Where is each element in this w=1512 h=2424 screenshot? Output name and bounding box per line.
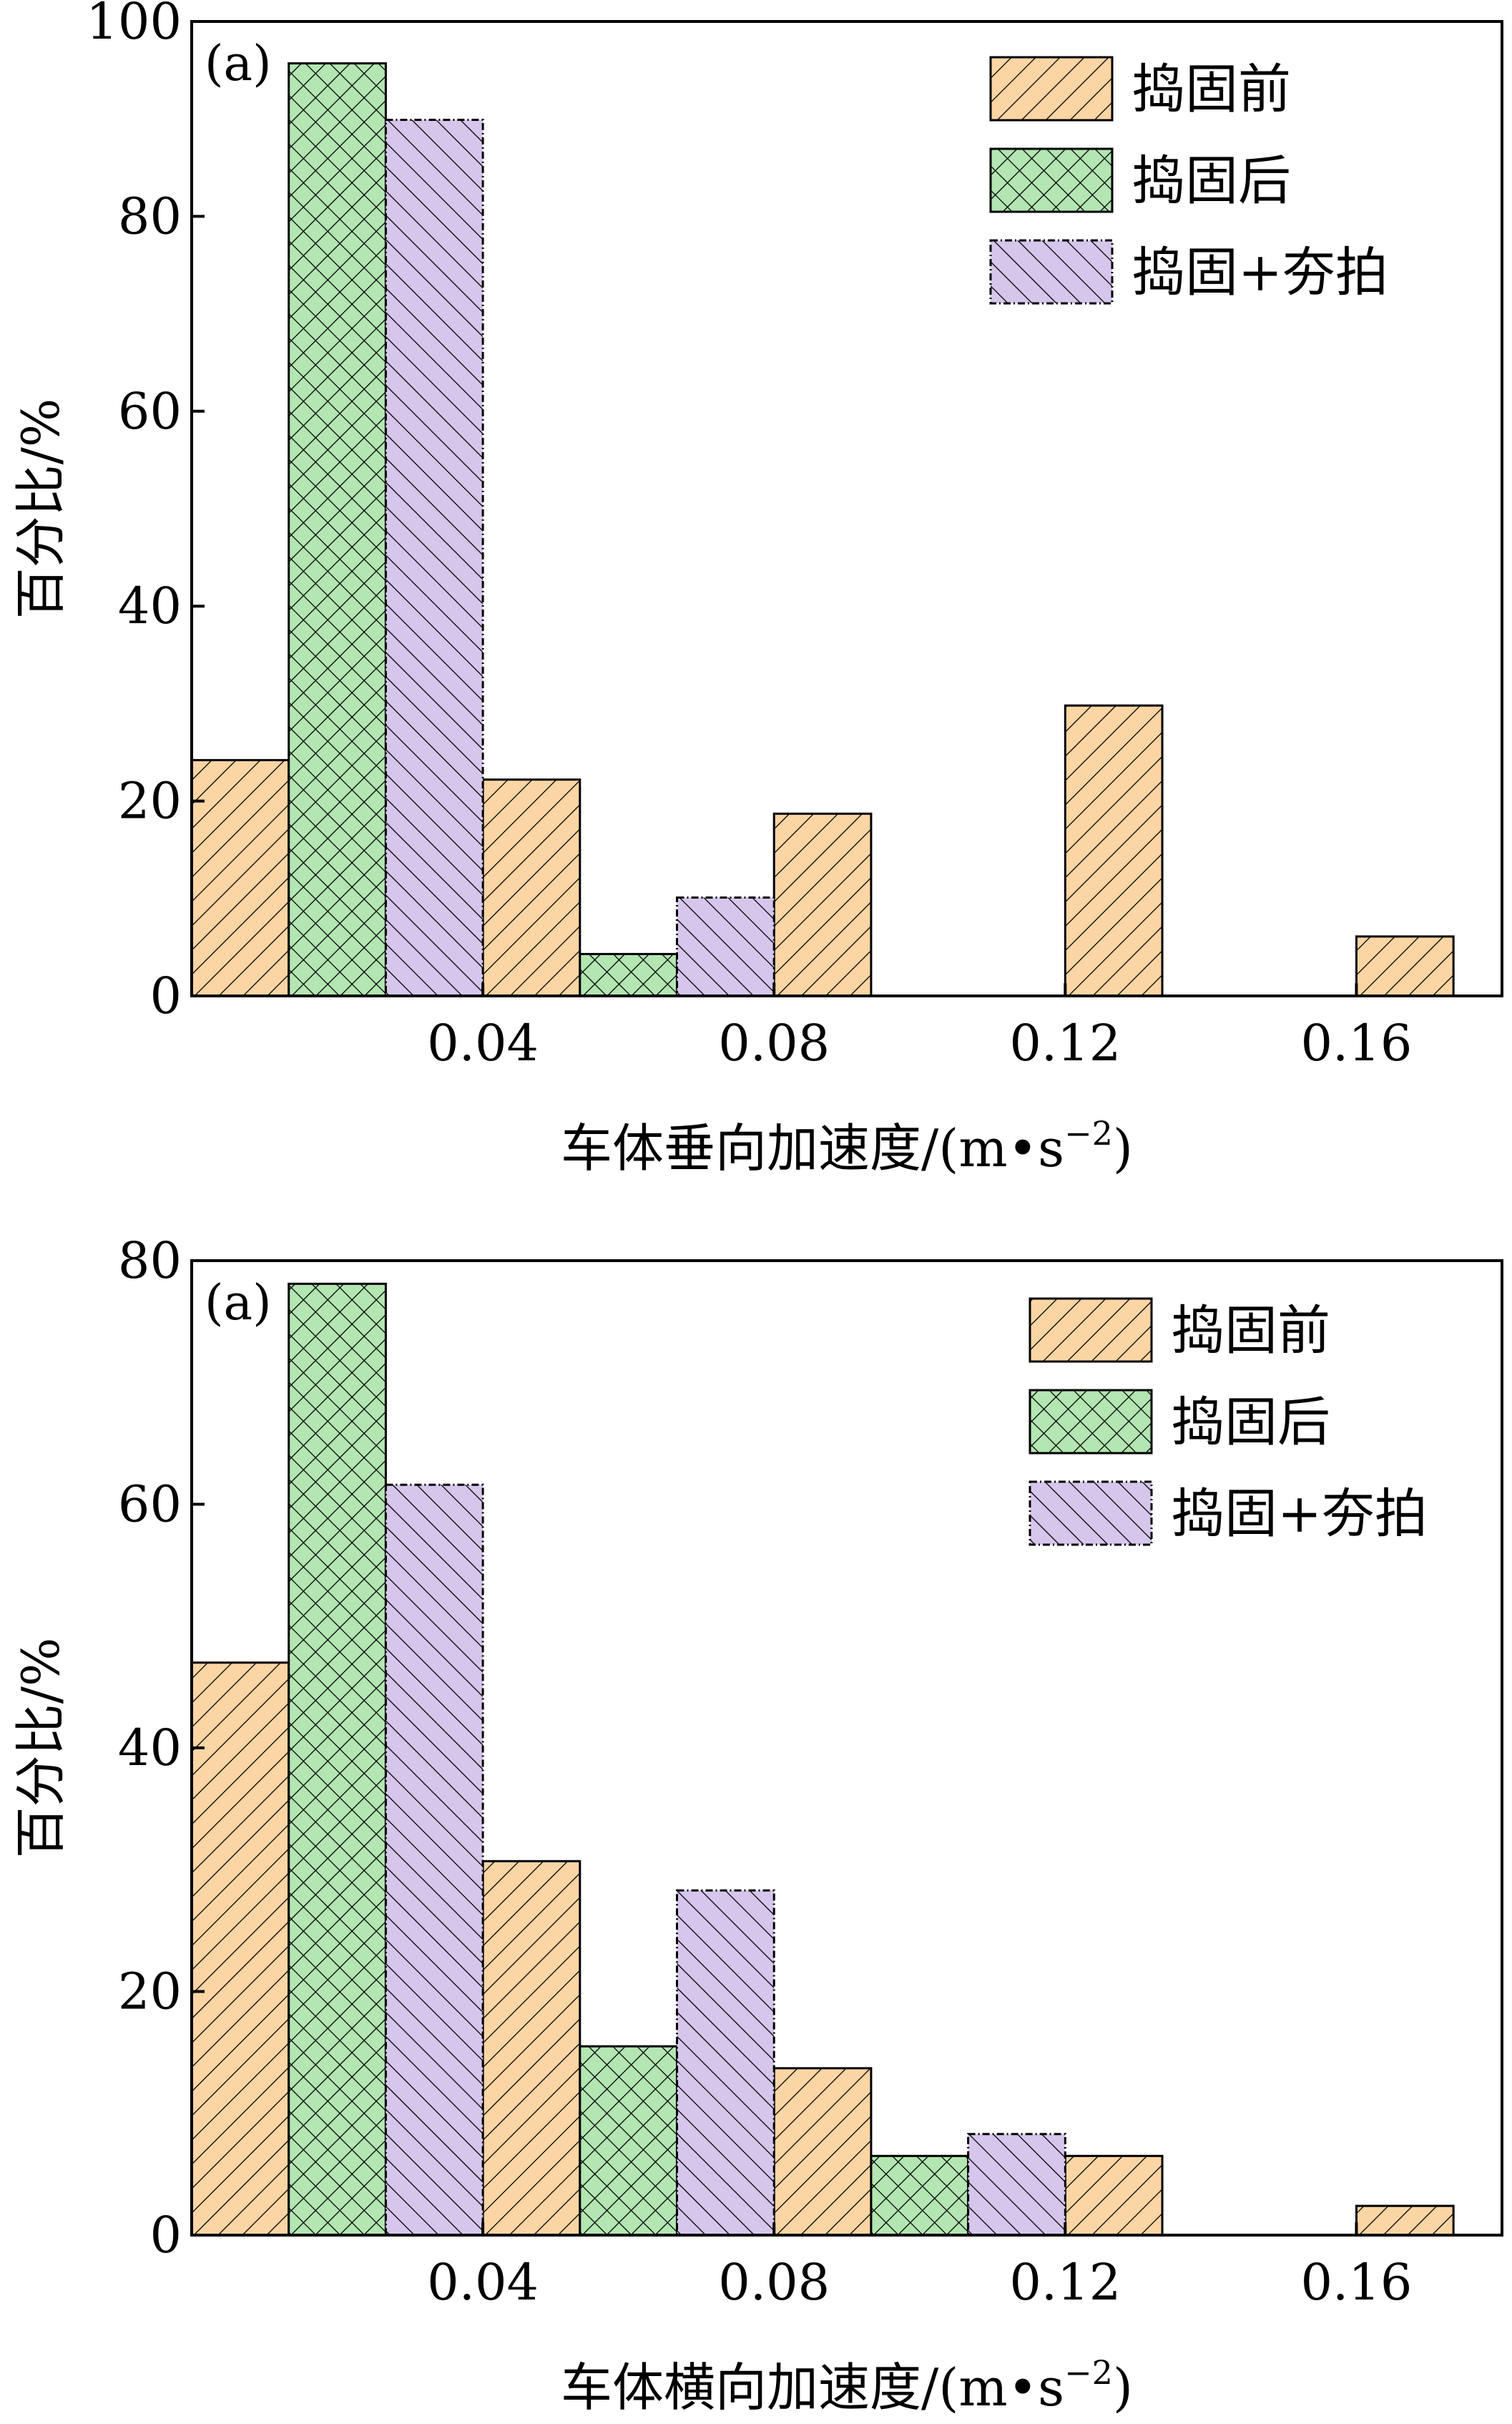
panel-label: (a) [205, 36, 272, 92]
legend-label: 捣固前 [1132, 59, 1291, 120]
chart-panel-vertical: 0 20 40 60 80 100 0.04 0.08 0.12 0.16 (a) 车体垂向加速度… [11, 0, 1503, 1178]
bar-after-bin-1 [579, 2045, 679, 2237]
x-tick-label: 0.04 [427, 1014, 539, 1072]
bar-after-bin-0 [288, 1282, 387, 2237]
x-axis-label-exponent: −2 [1064, 1114, 1113, 1153]
bar-group [190, 1282, 1455, 2237]
bar-before-bin-2 [772, 812, 873, 997]
y-tick-label: 60 [118, 382, 182, 441]
x-axis-label: 车体垂向加速度/(m•s−2) [561, 1114, 1133, 1178]
bar-after-bin-2 [870, 2154, 970, 2237]
chart-panel-lateral: 0 20 40 60 80 0.04 0.08 0.12 0.16 (a) 车体横向加速度/(m… [11, 1231, 1503, 2418]
y-axis-label: 百分比/% [11, 1638, 71, 1859]
axis-ticks: 0 20 40 60 80 100 0.04 0.08 0.12 0.16 [86, 0, 1412, 1072]
x-axis-label-text: 车体横向加速度/(m•s [561, 2357, 1064, 2418]
bar-tamped-bin-0 [384, 119, 484, 997]
legend-label: 捣固前 [1172, 1300, 1330, 1362]
legend-item-before: 捣固前 [989, 56, 1291, 122]
x-tick-label: 0.04 [427, 2253, 539, 2312]
y-tick-label: 0 [149, 2206, 182, 2264]
x-axis-label-exponent: −2 [1064, 2353, 1113, 2392]
y-tick-label: 100 [86, 0, 182, 51]
legend-swatch [989, 56, 1114, 122]
bar-before-bin-3 [1064, 704, 1164, 997]
legend-label: 捣固后 [1132, 150, 1291, 212]
bar-before-bin-4 [1355, 935, 1455, 997]
legend-item-tamped: 捣固+夯拍 [1029, 1480, 1428, 1546]
y-tick-label: 0 [149, 967, 182, 1025]
legend-label: 捣固后 [1172, 1392, 1330, 1453]
axis-ticks: 0 20 40 60 80 0.04 0.08 0.12 0.16 [118, 1231, 1412, 2312]
legend-label: 捣固+夯拍 [1132, 242, 1388, 303]
y-tick-label: 80 [118, 187, 182, 245]
x-axis-label-close: ) [1113, 2357, 1133, 2418]
x-axis-label-close: ) [1113, 1118, 1133, 1178]
legend-item-before: 捣固前 [1029, 1297, 1330, 1363]
bar-before-bin-2 [772, 2067, 873, 2237]
legend-label: 捣固+夯拍 [1172, 1483, 1428, 1545]
legend-swatch [1029, 1389, 1153, 1455]
legend-swatch [1029, 1480, 1153, 1546]
bar-before-bin-4 [1355, 2204, 1455, 2237]
bar-before-bin-0 [190, 758, 290, 997]
x-tick-label: 0.08 [718, 1014, 830, 1072]
x-tick-label: 0.08 [718, 2253, 830, 2312]
legend-item-tamped: 捣固+夯拍 [989, 239, 1388, 305]
bar-tamped-bin-2 [967, 2133, 1066, 2237]
x-axis-label-text: 车体垂向加速度/(m•s [561, 1118, 1064, 1178]
bar-before-bin-1 [481, 778, 581, 997]
x-tick-label: 0.12 [1009, 2253, 1121, 2312]
panel-label: (a) [205, 1275, 272, 1331]
bar-before-bin-0 [190, 1661, 290, 2237]
plot-frame [190, 20, 1503, 997]
bar-tamped-bin-0 [384, 1483, 484, 2237]
x-axis-label: 车体横向加速度/(m•s−2) [561, 2353, 1133, 2418]
x-tick-label: 0.16 [1301, 1014, 1413, 1072]
bar-after-bin-0 [288, 62, 387, 997]
y-tick-label: 60 [118, 1475, 182, 1534]
bar-before-bin-1 [481, 1859, 581, 2237]
legend-item-after: 捣固后 [1029, 1389, 1330, 1455]
y-axis-label: 百分比/% [11, 399, 71, 620]
y-tick-label: 40 [118, 577, 182, 635]
legend-swatch [989, 147, 1114, 213]
y-tick-label: 40 [118, 1719, 182, 1777]
x-tick-label: 0.16 [1301, 2253, 1413, 2312]
y-tick-label: 80 [118, 1231, 182, 1290]
x-tick-label: 0.12 [1009, 1014, 1121, 1072]
legend-item-after: 捣固后 [989, 147, 1291, 213]
y-tick-label: 20 [118, 772, 182, 831]
y-tick-label: 20 [118, 1963, 182, 2021]
bar-tamped-bin-1 [676, 896, 775, 997]
legend-swatch [1029, 1297, 1153, 1363]
bar-tamped-bin-1 [676, 1889, 775, 2237]
bar-before-bin-3 [1064, 2154, 1164, 2237]
bar-after-bin-1 [579, 952, 679, 997]
legend-swatch [989, 239, 1114, 305]
bar-group [190, 62, 1455, 997]
